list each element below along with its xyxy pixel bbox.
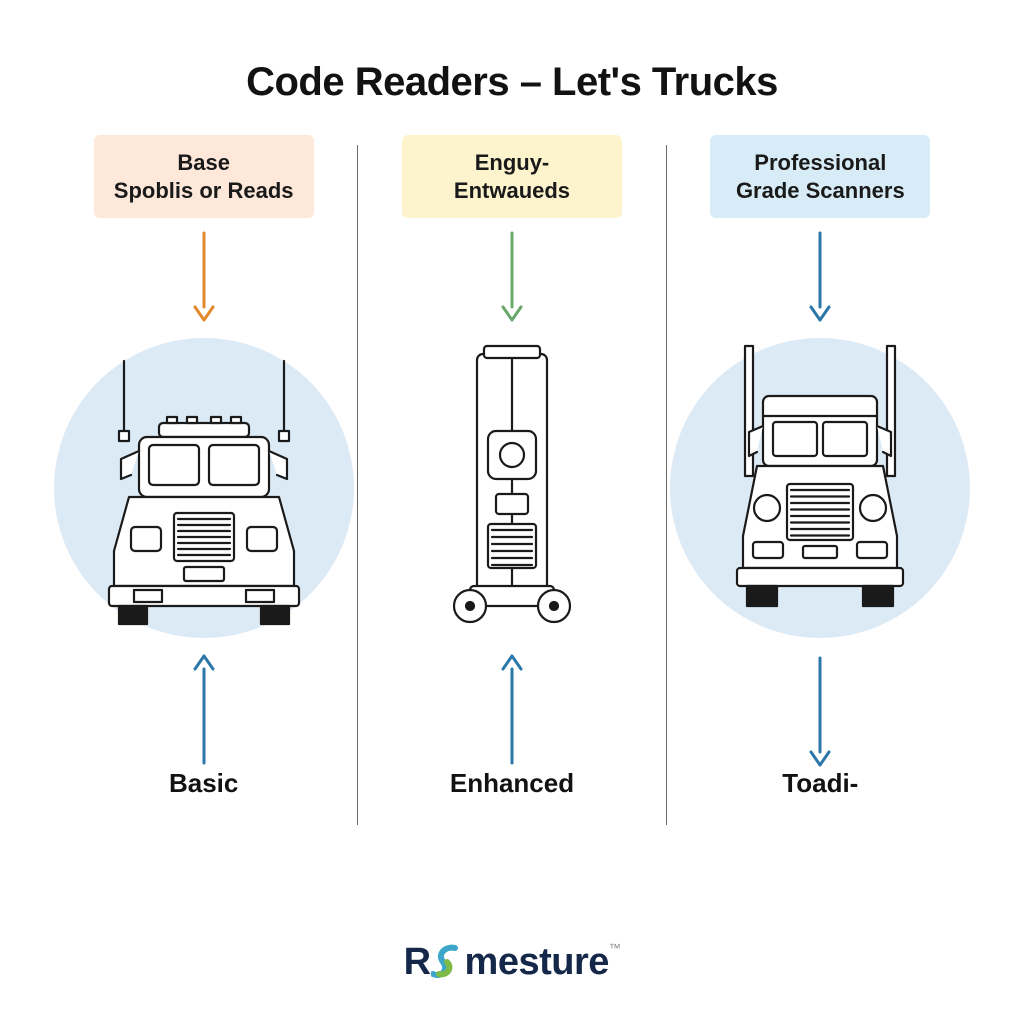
header-text: BaseSpoblis or Reads xyxy=(114,150,294,203)
top-arrow-enhanced xyxy=(497,228,527,323)
header-text: ProfessionalGrade Scanners xyxy=(736,150,905,203)
truck-area-basic xyxy=(64,323,344,653)
header-text: Enguy-Entwaueds xyxy=(454,150,570,203)
truck-icon-enhanced xyxy=(422,336,602,641)
header-box-enhanced: Enguy-Entwaueds xyxy=(402,135,622,218)
column-basic: BaseSpoblis or Reads xyxy=(50,135,357,825)
bottom-label-basic: Basic xyxy=(169,768,238,799)
column-enhanced: Enguy-Entwaueds xyxy=(358,135,665,825)
bottom-arrow-basic xyxy=(189,653,219,768)
bottom-label-pro: Toadi- xyxy=(782,768,858,799)
columns-container: BaseSpoblis or Reads xyxy=(0,135,1024,825)
truck-icon-pro xyxy=(695,336,945,641)
truck-area-enhanced xyxy=(372,323,652,653)
header-box-pro: ProfessionalGrade Scanners xyxy=(710,135,930,218)
bottom-arrow-enhanced xyxy=(497,653,527,768)
footer-logo: R mesture™ xyxy=(0,941,1024,984)
top-arrow-basic xyxy=(189,228,219,323)
page-title: Code Readers – Let's Trucks xyxy=(0,0,1024,135)
truck-area-pro xyxy=(680,323,960,653)
truck-icon-basic xyxy=(79,341,329,636)
bottom-arrow-pro xyxy=(805,653,835,768)
top-arrow-pro xyxy=(805,228,835,323)
header-box-basic: BaseSpoblis or Reads xyxy=(94,135,314,218)
bottom-label-enhanced: Enhanced xyxy=(450,768,574,799)
column-pro: ProfessionalGrade Scanners xyxy=(667,135,974,825)
